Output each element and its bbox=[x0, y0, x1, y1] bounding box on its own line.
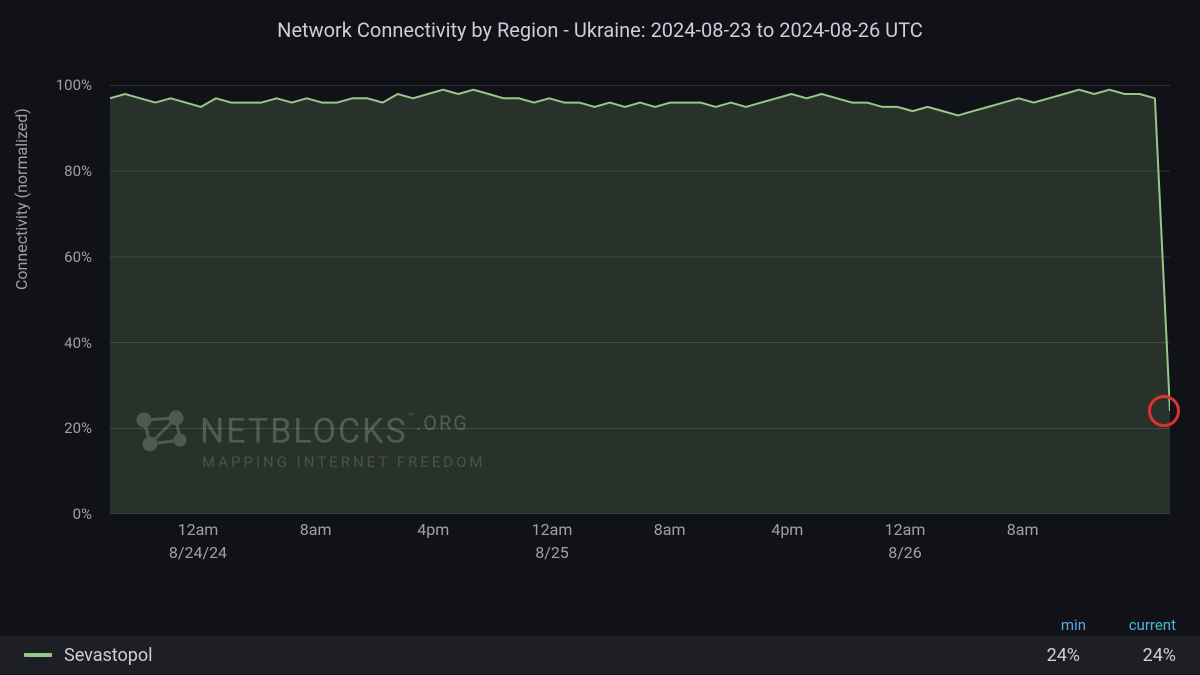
legend-series-name: Sevastopol bbox=[64, 645, 1020, 666]
y-tick-label: 20% bbox=[64, 419, 92, 437]
legend-header: min current bbox=[0, 610, 1200, 634]
x-tick-label: 8am bbox=[1007, 520, 1039, 539]
legend-header-min: min bbox=[1038, 616, 1086, 634]
chart-svg bbox=[110, 64, 1170, 514]
y-tick-label: 40% bbox=[64, 334, 92, 352]
x-tick-label: 12am8/26 bbox=[885, 520, 926, 562]
y-tick-label: 80% bbox=[64, 162, 92, 180]
legend-bar: min current Sevastopol 24% 24% bbox=[0, 610, 1200, 675]
x-tick-label: 8am bbox=[654, 520, 686, 539]
chart-panel: Network Connectivity by Region - Ukraine… bbox=[0, 0, 1200, 610]
chart-title: Network Connectivity by Region - Ukraine… bbox=[0, 0, 1200, 48]
x-tick-label: 12am8/25 bbox=[532, 520, 573, 562]
x-tick-label: 4pm bbox=[417, 520, 449, 539]
y-tick-label: 0% bbox=[73, 505, 92, 523]
x-tick-label: 12am8/24/24 bbox=[169, 520, 227, 562]
y-axis-ticks: 0%20%40%60%80%100% bbox=[0, 64, 100, 514]
y-tick-label: 60% bbox=[64, 248, 92, 266]
legend-swatch bbox=[24, 653, 52, 657]
plot-area bbox=[110, 64, 1170, 514]
legend-current-value: 24% bbox=[1106, 645, 1176, 666]
x-axis-ticks: 12am8/24/24 8am 4pm 12am8/25 8am 4pm 12am8/26 8… bbox=[110, 520, 1170, 590]
x-tick-label: 8am bbox=[300, 520, 332, 539]
y-tick-label: 100% bbox=[56, 76, 92, 94]
legend-header-current: current bbox=[1106, 616, 1176, 634]
x-tick-label: 4pm bbox=[771, 520, 803, 539]
legend-min-value: 24% bbox=[1020, 645, 1080, 666]
legend-row[interactable]: Sevastopol 24% 24% bbox=[0, 636, 1200, 674]
